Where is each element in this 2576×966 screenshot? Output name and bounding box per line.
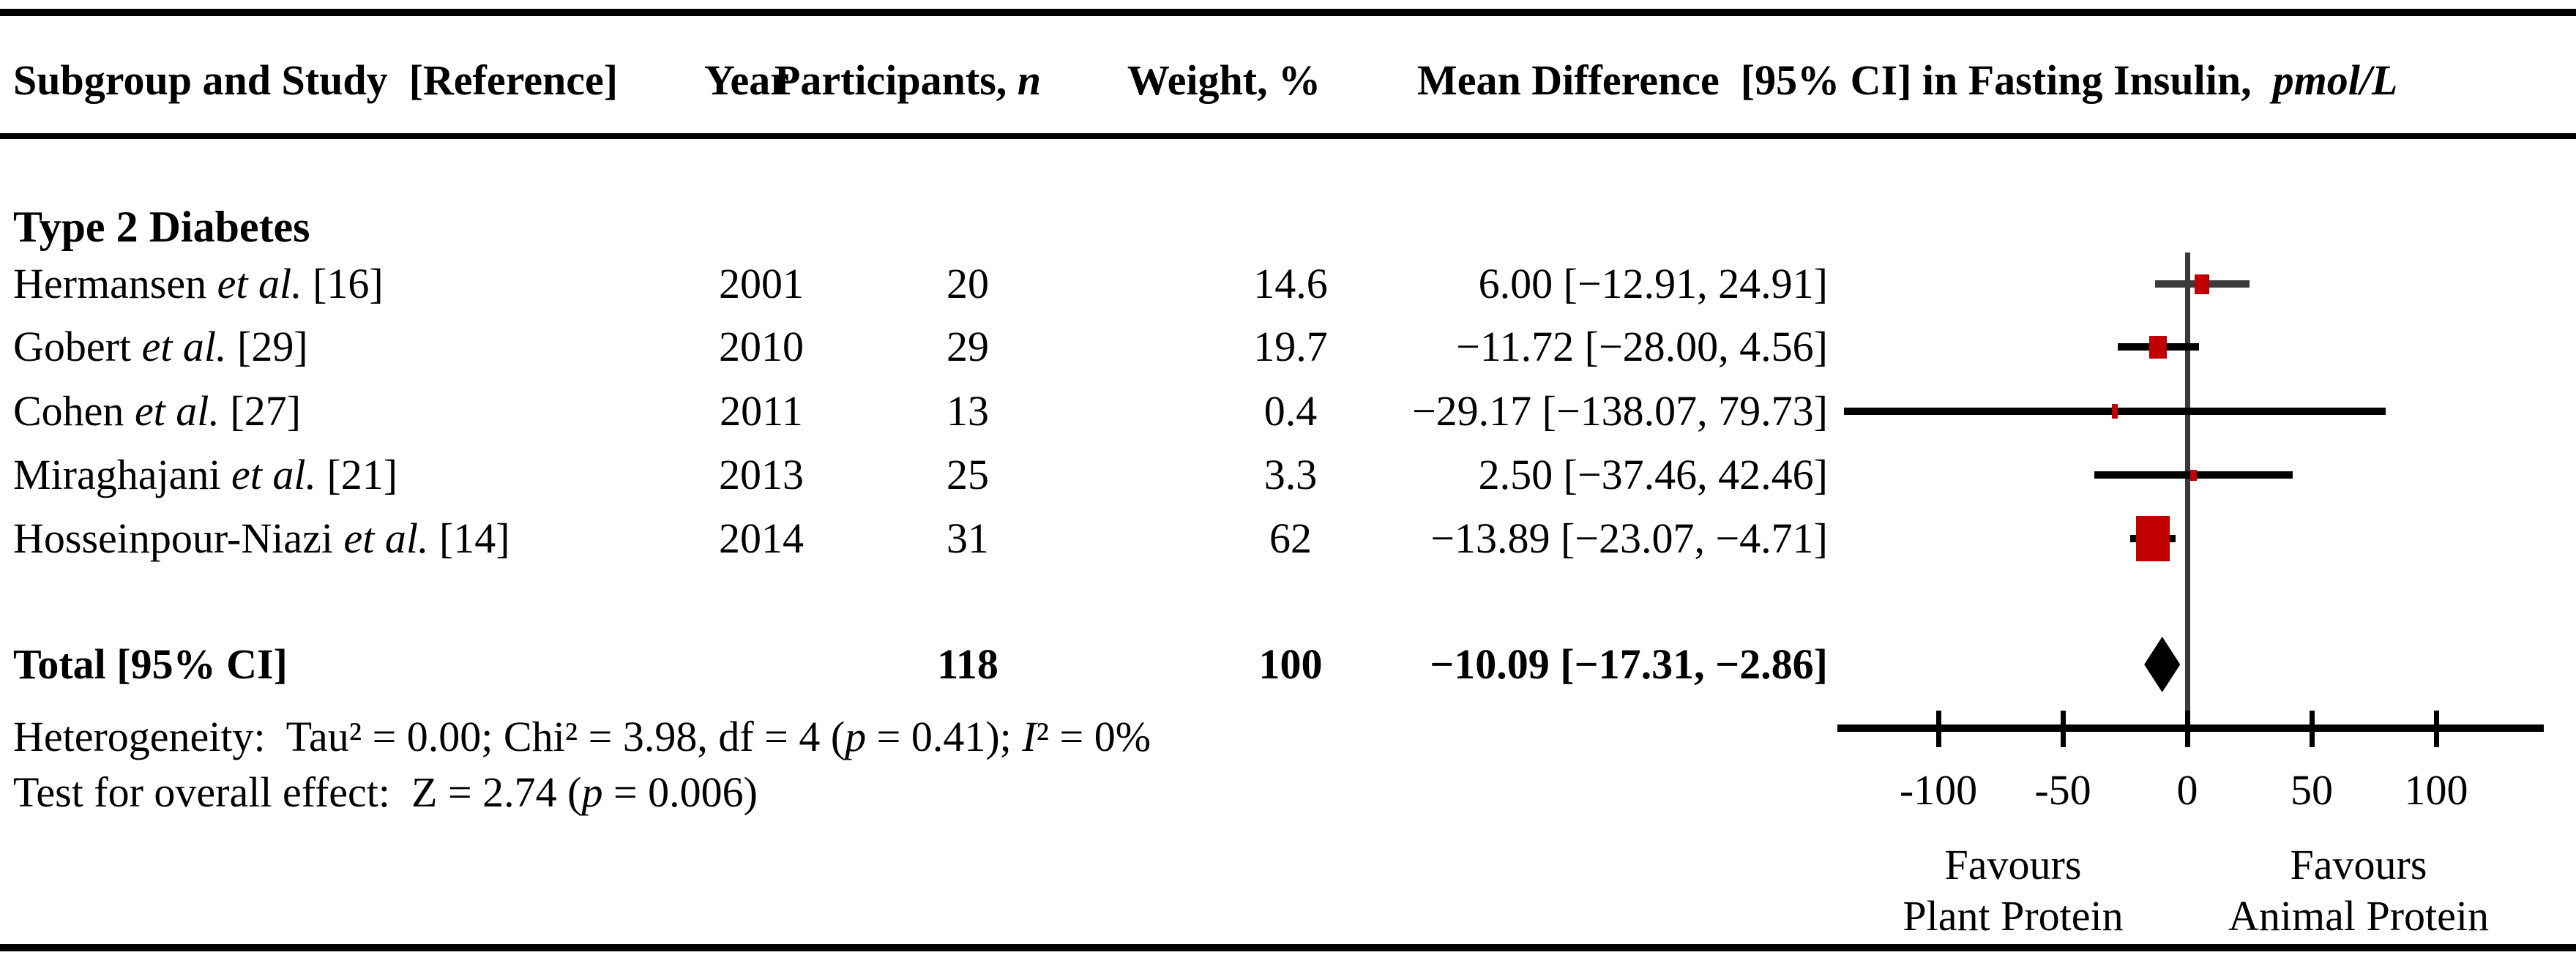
text-segment: I (1022, 713, 1037, 760)
study-etal: et al. (231, 451, 316, 498)
point-estimate-marker (2111, 404, 2118, 419)
study-mean-difference: 2.50 [−37.46, 42.46] (1478, 451, 1828, 498)
study-reference: [21] (316, 451, 398, 498)
overall-diamond (2144, 637, 2181, 692)
favours-right-label-line1: Favours (2290, 841, 2427, 888)
favours-left-label-line2: Plant Protein (1903, 892, 2124, 940)
column-header-mean-difference: Mean Difference [95% CI] in Fasting Insu… (1417, 59, 2397, 102)
study-weight: 14.6 (1253, 260, 1328, 307)
point-estimate-marker (2195, 274, 2210, 294)
study-reference: [14] (428, 514, 510, 562)
text-segment: p (845, 713, 867, 760)
study-participants: 20 (947, 260, 989, 307)
text-segment: ² = 0% (1036, 713, 1151, 760)
study-weight: 3.3 (1263, 451, 1318, 498)
study-etal: et al. (217, 260, 302, 307)
study-author: Miraghajani (13, 451, 231, 498)
study-author: Hermansen (13, 260, 217, 307)
total-label: Total [95% CI] (13, 640, 288, 688)
study-mean-difference: 6.00 [−12.91, 24.91] (1478, 260, 1828, 307)
column-header-subgroup-study: Subgroup and Study [Reference] (13, 56, 619, 104)
x-axis-tick-label: 50 (2291, 766, 2333, 814)
x-axis-tick (2185, 711, 2190, 747)
text-segment: Mean Difference [95% CI] in Fasting Insu… (1417, 56, 2273, 104)
text-segment: pmol/L (2272, 56, 2398, 104)
x-axis-tick-label: -50 (2034, 766, 2091, 814)
column-header-weight: Weight, % (1127, 56, 1321, 104)
study-label: Cohen et al. [27] (13, 390, 301, 433)
favours-right-label-line2: Animal Protein (2228, 892, 2490, 940)
x-axis-tick-label: 100 (2404, 766, 2468, 814)
study-mean-difference: −29.17 [−138.07, 79.73] (1411, 387, 1828, 435)
total-participants: 118 (937, 640, 998, 688)
study-etal: et al. (343, 514, 429, 562)
study-year: 2001 (719, 260, 804, 307)
text-segment: Participants, (774, 56, 1018, 104)
text-segment: = 0.006) (602, 768, 758, 816)
study-reference: [29] (226, 323, 308, 370)
x-axis-tick (2310, 711, 2315, 747)
study-weight: 0.4 (1263, 387, 1318, 435)
study-author: Gobert (13, 323, 142, 370)
x-axis-tick-label: 0 (2176, 766, 2198, 814)
point-estimate-marker (2135, 516, 2170, 561)
study-year: 2014 (719, 514, 804, 562)
subgroup-heading: Type 2 Diabetes (13, 203, 310, 251)
study-author: Hosseinpour-Niazi (13, 514, 344, 562)
text-segment: Test for overall effect: Z = 2.74 ( (13, 768, 582, 816)
study-year: 2010 (719, 323, 804, 370)
study-label: Hosseinpour-Niazi et al. [14] (13, 517, 510, 560)
column-header-year: Year (704, 56, 789, 104)
study-label: Hermansen et al. [16] (13, 263, 384, 305)
top-rule (0, 9, 2576, 16)
favours-left-label-line1: Favours (1944, 841, 2082, 888)
text-segment: n (1017, 56, 1042, 104)
x-axis-line (1837, 724, 2544, 732)
study-year: 2011 (720, 387, 803, 435)
study-etal: et al. (134, 387, 220, 435)
study-mean-difference: −13.89 [−23.07, −4.71] (1430, 514, 1828, 562)
study-participants: 29 (947, 323, 989, 370)
overall-effect-test: Test for overall effect: Z = 2.74 (p = 0… (13, 771, 758, 814)
study-participants: 31 (947, 514, 989, 562)
text-segment: Heterogeneity: Tau² = 0.00; Chi² = 3.98,… (13, 713, 845, 760)
text-segment: p (581, 768, 603, 816)
column-header-participants: Participants, n (774, 59, 1041, 102)
point-estimate-marker (2190, 469, 2197, 481)
total-mean-difference: −10.09 [−17.31, −2.86] (1430, 640, 1828, 688)
study-label: Gobert et al. [29] (13, 326, 308, 368)
total-weight: 100 (1258, 640, 1323, 688)
study-author: Cohen (13, 387, 135, 435)
study-participants: 25 (947, 451, 989, 498)
study-etal: et al. (141, 323, 227, 370)
x-axis-tick-label: -100 (1899, 766, 1978, 814)
study-label: Miraghajani et al. [21] (13, 454, 397, 496)
study-mean-difference: −11.72 [−28.00, 4.56] (1456, 323, 1828, 370)
x-axis-tick (1936, 711, 1941, 747)
study-reference: [27] (219, 387, 302, 435)
heterogeneity-stats: Heterogeneity: Tau² = 0.00; Chi² = 3.98,… (13, 716, 1151, 758)
study-year: 2013 (719, 451, 804, 498)
text-segment: = 0.41); (866, 713, 1023, 760)
x-axis-tick (2434, 711, 2439, 747)
study-weight: 62 (1269, 514, 1312, 562)
zero-reference-line (2185, 252, 2190, 728)
point-estimate-marker (2149, 335, 2168, 359)
header-rule (0, 133, 2576, 139)
study-weight: 19.7 (1253, 323, 1328, 370)
study-participants: 13 (947, 387, 989, 435)
bottom-rule (0, 944, 2576, 951)
x-axis-tick (2061, 711, 2066, 747)
study-reference: [16] (302, 260, 384, 307)
